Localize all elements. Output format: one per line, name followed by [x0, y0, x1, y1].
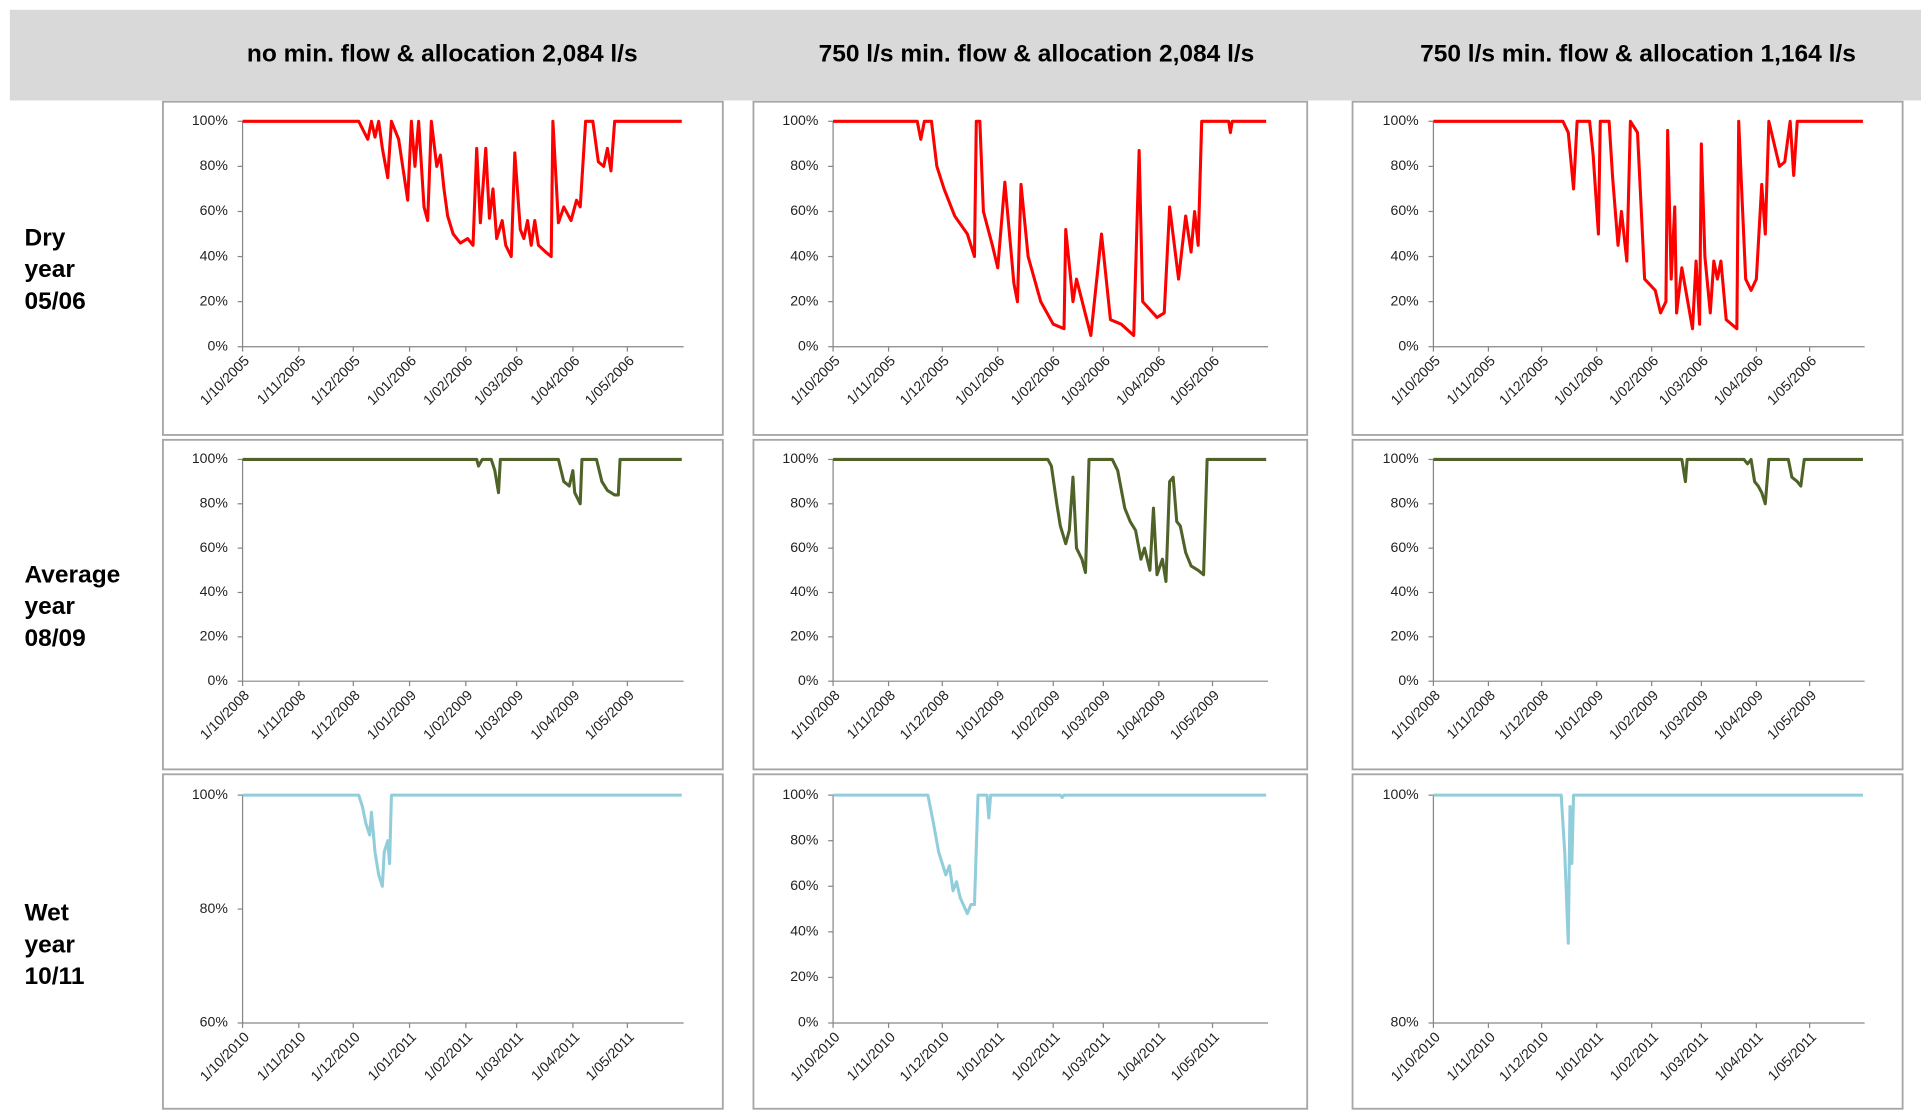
y-tick-label: 60% — [790, 202, 819, 218]
y-tick-label: 40% — [790, 583, 819, 599]
data-line — [242, 793, 682, 888]
chart-panel: 0%20%40%60%80%100%1/10/2008 1/11/20081/12… — [752, 438, 1309, 771]
row-label: 10/11 — [25, 963, 85, 990]
y-tick-label: 0% — [208, 672, 229, 688]
panel-frame — [1351, 773, 1904, 1110]
row-label: Wet — [25, 899, 69, 926]
row-label: Dry — [25, 224, 66, 251]
data-line — [1433, 119, 1863, 331]
y-tick-label: 100% — [192, 450, 228, 466]
y-tick-label: 20% — [790, 628, 819, 644]
data-line — [242, 457, 682, 506]
panel-frame — [162, 438, 724, 771]
y-tick-label: 20% — [200, 628, 229, 644]
y-tick-label: 60% — [200, 539, 229, 555]
y-tick-label: 40% — [200, 247, 229, 263]
y-tick-label: 100% — [1383, 450, 1419, 466]
y-tick-label: 100% — [1383, 786, 1419, 802]
y-tick-label: 80% — [1391, 1014, 1420, 1030]
y-tick-label: 60% — [1391, 202, 1420, 218]
y-tick-label: 20% — [200, 292, 229, 308]
y-tick-label: 20% — [790, 292, 819, 308]
y-tick-label: 20% — [1391, 292, 1420, 308]
chart-panel: 0%20%40%60%80%100%1/10/2010 1/11/20101/12… — [752, 773, 1309, 1110]
y-tick-label: 60% — [790, 539, 819, 555]
y-tick-label: 80% — [790, 831, 819, 847]
data-line — [833, 457, 1267, 583]
data-line — [242, 119, 682, 259]
panel-frame — [162, 773, 724, 1110]
column-header: 750 l/s min. flow & allocation 2,084 l/s — [819, 41, 1255, 68]
y-tick-label: 80% — [790, 157, 819, 173]
data-line — [1433, 793, 1863, 945]
panel-frame — [752, 438, 1309, 771]
data-line — [833, 119, 1267, 337]
row-label: 08/09 — [25, 625, 86, 652]
y-tick-label: 80% — [200, 900, 229, 916]
row-label: year — [25, 593, 76, 620]
y-tick-label: 60% — [200, 1014, 229, 1030]
y-tick-label: 80% — [1391, 157, 1420, 173]
y-tick-label: 40% — [790, 247, 819, 263]
y-tick-label: 80% — [790, 495, 819, 511]
panel-frame — [162, 100, 724, 436]
y-tick-label: 100% — [192, 786, 228, 802]
y-tick-label: 60% — [1391, 539, 1420, 555]
chart-panel: 0%20%40%60%80%100%1/10/2008 1/11/20081/12… — [1351, 438, 1904, 771]
y-tick-label: 100% — [1383, 112, 1419, 128]
y-tick-label: 0% — [798, 672, 819, 688]
row-label: year — [25, 931, 76, 958]
y-tick-label: 40% — [200, 583, 229, 599]
y-tick-label: 40% — [1391, 247, 1420, 263]
y-tick-label: 80% — [1391, 495, 1420, 511]
data-line — [1433, 457, 1863, 506]
y-tick-label: 80% — [200, 157, 229, 173]
y-tick-label: 60% — [200, 202, 229, 218]
chart-panel: 0%20%40%60%80%100%1/10/2005 1/11/20051/12… — [162, 100, 724, 436]
y-tick-label: 100% — [782, 112, 818, 128]
y-tick-label: 0% — [1398, 672, 1419, 688]
row-label: year — [25, 256, 76, 283]
panel-frame — [1351, 438, 1904, 771]
chart-panel: 0%20%40%60%80%100%1/10/2008 1/11/20081/12… — [162, 438, 724, 771]
chart-panel: 0%20%40%60%80%100%1/10/2005 1/11/20051/12… — [752, 100, 1309, 436]
chart-panel: 0%20%40%60%80%100%1/10/2005 1/11/20051/12… — [1351, 100, 1904, 436]
column-header: 750 l/s min. flow & allocation 1,164 l/s — [1420, 41, 1856, 68]
y-tick-label: 0% — [208, 337, 229, 353]
y-tick-label: 40% — [1391, 583, 1420, 599]
data-line — [833, 793, 1267, 916]
y-tick-label: 20% — [1391, 628, 1420, 644]
row-label: 05/06 — [25, 288, 86, 315]
y-tick-label: 100% — [192, 112, 228, 128]
y-tick-label: 100% — [782, 786, 818, 802]
panel-frame — [1351, 100, 1904, 436]
y-tick-label: 0% — [1398, 337, 1419, 353]
header-band — [9, 9, 1921, 101]
y-tick-label: 0% — [798, 337, 819, 353]
panel-frame — [752, 773, 1309, 1110]
y-tick-label: 20% — [790, 968, 819, 984]
column-header: no min. flow & allocation 2,084 l/s — [247, 41, 638, 68]
y-tick-label: 0% — [798, 1014, 819, 1030]
y-tick-label: 100% — [782, 450, 818, 466]
row-label: Average — [25, 561, 121, 588]
y-tick-label: 60% — [790, 877, 819, 893]
y-tick-label: 80% — [200, 495, 229, 511]
y-tick-label: 40% — [790, 923, 819, 939]
